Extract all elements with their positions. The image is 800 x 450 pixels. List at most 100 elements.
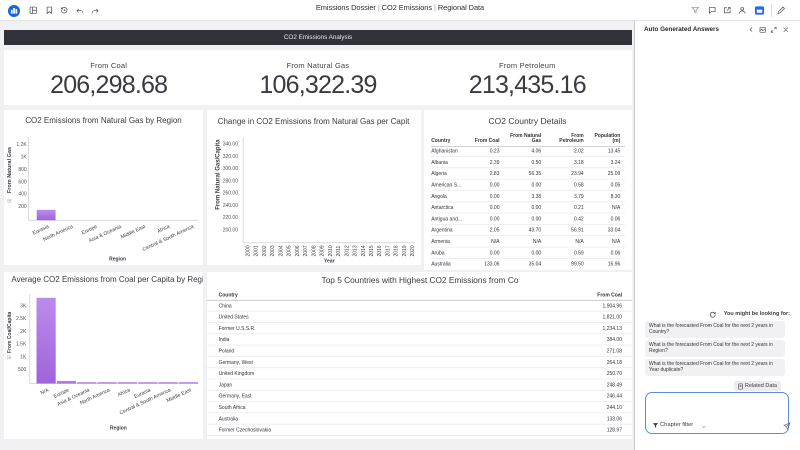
svg-text:260.00: 260.00: [223, 191, 239, 197]
svg-text:South Africa: South Africa: [219, 405, 246, 411]
svg-text:271.08: 271.08: [607, 349, 623, 355]
svg-text:800: 800: [18, 167, 27, 173]
svg-text:⊞: ⊞: [7, 355, 12, 361]
svg-text:Aruba: Aruba: [431, 250, 445, 256]
svg-text:Region: Region: [109, 256, 126, 262]
svg-text:Algeria: Algeria: [431, 171, 447, 177]
svg-text:25.09: 25.09: [608, 171, 621, 177]
svg-text:2.05: 2.05: [490, 228, 500, 234]
svg-text:384.00: 384.00: [607, 337, 623, 343]
svg-text:2000: 2000: [246, 245, 252, 256]
svg-text:244.10: 244.10: [607, 405, 623, 411]
svg-text:300.00: 300.00: [223, 166, 239, 172]
svg-text:0.23: 0.23: [490, 149, 500, 155]
svg-text:2020: 2020: [410, 245, 416, 256]
svg-text:320.00: 320.00: [223, 154, 239, 160]
svg-text:2017: 2017: [386, 245, 392, 256]
svg-text:33.04: 33.04: [608, 228, 621, 234]
svg-text:2006: 2006: [295, 245, 301, 256]
svg-text:Gas: Gas: [532, 138, 542, 144]
svg-text:0.00: 0.00: [531, 250, 541, 256]
svg-text:500: 500: [18, 367, 27, 373]
svg-text:2014: 2014: [361, 245, 367, 256]
svg-text:3.18: 3.18: [574, 160, 584, 166]
svg-text:23.94: 23.94: [571, 171, 584, 177]
svg-text:Japan: Japan: [219, 382, 233, 388]
svg-text:2003: 2003: [270, 245, 276, 256]
svg-text:2.83: 2.83: [490, 171, 500, 177]
svg-text:United Kingdom: United Kingdom: [219, 371, 255, 377]
svg-text:From Natural Gas/Capita: From Natural Gas/Capita: [216, 139, 222, 210]
svg-text:Population: Population: [594, 133, 620, 139]
svg-text:Former U.S.S.R.: Former U.S.S.R.: [219, 326, 256, 332]
svg-text:Germany, West: Germany, West: [219, 360, 254, 366]
svg-text:3.79: 3.79: [574, 194, 584, 200]
svg-text:From Coal: From Coal: [475, 138, 500, 144]
svg-text:American S...: American S...: [431, 183, 461, 189]
svg-text:2011: 2011: [336, 246, 342, 257]
svg-text:From Natural Gas: From Natural Gas: [7, 147, 13, 193]
svg-text:From Coal: From Coal: [597, 293, 622, 299]
svg-text:99.50: 99.50: [571, 262, 584, 268]
svg-text:3.38: 3.38: [531, 194, 541, 200]
svg-text:1K: 1K: [21, 155, 28, 161]
svg-text:Australia: Australia: [431, 262, 451, 268]
svg-text:Region: Region: [110, 426, 127, 432]
svg-text:Africa: Africa: [117, 387, 131, 398]
svg-text:China: China: [219, 303, 232, 309]
svg-text:2008: 2008: [311, 245, 317, 256]
svg-text:13.45: 13.45: [608, 149, 621, 155]
svg-text:0.42: 0.42: [574, 216, 584, 222]
svg-text:(m): (m): [613, 138, 621, 144]
svg-text:56.91: 56.91: [571, 228, 584, 234]
svg-text:246.44: 246.44: [607, 394, 623, 400]
svg-text:0.00: 0.00: [531, 205, 541, 211]
svg-text:248.49: 248.49: [607, 382, 623, 388]
svg-text:Antarctica: Antarctica: [431, 205, 453, 211]
svg-text:0.05: 0.05: [611, 183, 621, 189]
svg-text:0.00: 0.00: [531, 216, 541, 222]
svg-text:600: 600: [18, 179, 27, 185]
svg-text:2018: 2018: [394, 245, 400, 256]
svg-text:N/A: N/A: [40, 387, 51, 396]
svg-text:1,234.13: 1,234.13: [603, 326, 623, 332]
svg-text:2.5K: 2.5K: [16, 316, 27, 322]
svg-text:2K: 2K: [20, 329, 27, 335]
svg-text:0.50: 0.50: [531, 160, 541, 166]
svg-text:Country: Country: [431, 138, 450, 144]
svg-text:0.00: 0.00: [490, 183, 500, 189]
svg-text:8.30: 8.30: [611, 194, 621, 200]
svg-text:From: From: [571, 133, 584, 139]
svg-text:⊞: ⊞: [7, 199, 12, 205]
svg-text:240.00: 240.00: [223, 203, 239, 209]
svg-text:India: India: [219, 337, 230, 343]
svg-text:400: 400: [18, 192, 27, 198]
svg-text:N/A: N/A: [533, 239, 542, 245]
svg-text:2019: 2019: [402, 245, 408, 256]
svg-text:264.18: 264.18: [607, 360, 623, 366]
svg-text:2012: 2012: [344, 245, 350, 256]
svg-text:1,904.96: 1,904.96: [603, 303, 623, 309]
svg-text:0.00: 0.00: [490, 205, 500, 211]
svg-text:2005: 2005: [287, 245, 293, 256]
svg-text:200.00: 200.00: [223, 227, 239, 233]
svg-text:1.5K: 1.5K: [16, 342, 27, 348]
svg-text:2.39: 2.39: [490, 160, 500, 166]
svg-text:Africa: Africa: [156, 224, 170, 235]
svg-text:2001: 2001: [254, 245, 260, 256]
svg-text:56.35: 56.35: [529, 171, 542, 177]
svg-text:35.04: 35.04: [529, 262, 542, 268]
svg-text:4.06: 4.06: [531, 149, 541, 155]
svg-text:From Natural: From Natural: [510, 133, 542, 139]
svg-text:Change in CO2 Emissions from N: Change in CO2 Emissions from Natural Gas…: [218, 117, 410, 126]
svg-text:0.06: 0.06: [611, 250, 621, 256]
svg-text:2009: 2009: [320, 245, 326, 256]
svg-text:133.06: 133.06: [484, 262, 500, 268]
svg-text:0.00: 0.00: [490, 250, 500, 256]
svg-text:Australia: Australia: [219, 416, 239, 422]
svg-text:43.70: 43.70: [529, 228, 542, 234]
svg-text:1,821.00: 1,821.00: [603, 315, 623, 321]
svg-text:CO2 Emissions from Natural Gas: CO2 Emissions from Natural Gas by Region: [25, 116, 182, 125]
svg-text:N/A: N/A: [491, 239, 500, 245]
svg-text:340.00: 340.00: [223, 142, 239, 148]
